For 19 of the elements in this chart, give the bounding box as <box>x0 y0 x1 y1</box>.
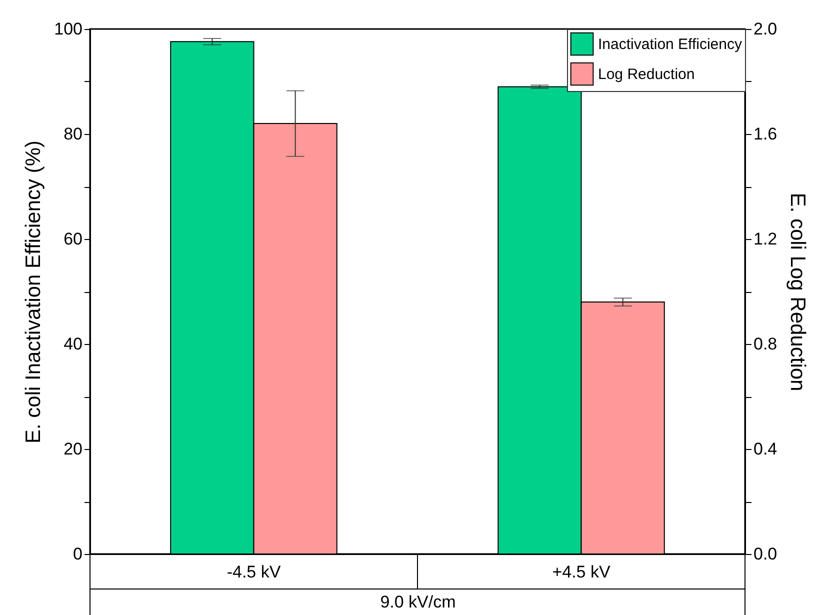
y-tick-label: 80 <box>64 124 82 144</box>
legend-label: Log Reduction <box>598 66 695 83</box>
y-tick-label: 60 <box>64 230 82 248</box>
legend-label: Inactivation Efficiency <box>598 36 742 53</box>
x-tick-label: +4.5 kV <box>552 562 611 582</box>
y-tick-label: 20 <box>64 440 82 458</box>
y-tick-label: 100 <box>54 20 82 38</box>
y2-tick-label: 2.0 <box>754 20 778 38</box>
y-tick-label: 0 <box>73 544 82 564</box>
y-tick-label: 40 <box>64 334 82 354</box>
y2-tick-label: 1.2 <box>754 230 778 248</box>
y2-tick-label: 0.8 <box>754 334 778 354</box>
y-axis-title: E. coli Inactivation Efficiency (%) <box>22 140 46 444</box>
y2-tick-label: 1.6 <box>754 124 778 144</box>
x-tick-label: -4.5 kV <box>226 562 282 582</box>
y2-tick-label: 0.4 <box>754 440 778 458</box>
y2-tick-label: 0.0 <box>754 544 778 564</box>
y2-axis-title: E. coli Log Reduction <box>786 192 810 392</box>
x-axis-title: 9.0 kV/cm <box>380 592 456 612</box>
